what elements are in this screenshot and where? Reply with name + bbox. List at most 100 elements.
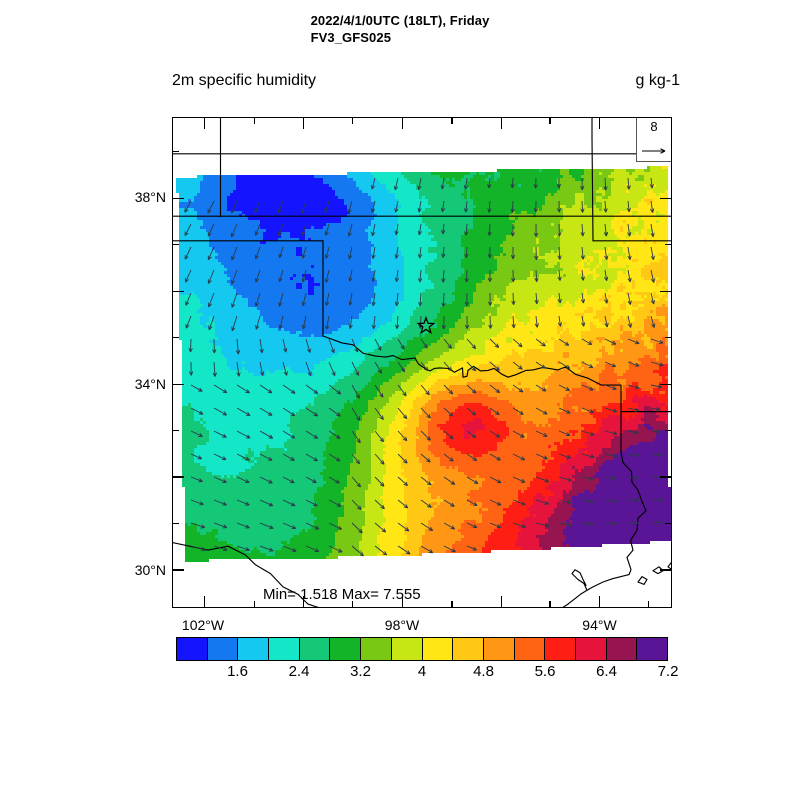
colorbar-tick-label: 6.4 <box>596 663 617 680</box>
map-canvas-area <box>173 118 671 607</box>
wind-vector <box>441 292 446 307</box>
wind-vector <box>348 315 353 329</box>
wind-vector <box>443 384 454 395</box>
wind-vector <box>397 338 405 350</box>
wind-vector <box>420 384 430 396</box>
wind-vector <box>374 545 388 556</box>
wind-vector <box>604 292 609 304</box>
wind-vector <box>351 545 364 557</box>
wind-vector <box>510 247 516 260</box>
wind-vector <box>604 430 618 436</box>
wind-vector <box>512 476 526 483</box>
colorbar-segment <box>483 638 515 660</box>
axis-tick <box>598 118 600 129</box>
wind-vector <box>627 223 632 237</box>
wind-vector <box>558 522 572 527</box>
axis-tick <box>203 118 206 129</box>
wind-vector <box>231 315 238 332</box>
colorbar-segment <box>391 638 423 660</box>
wind-vector <box>466 338 477 350</box>
wind-vector <box>649 177 654 189</box>
wind-vector <box>325 292 330 306</box>
wind-vector <box>397 545 411 555</box>
wind-vector <box>184 200 192 213</box>
wind-vector <box>351 499 362 511</box>
wind-vector <box>213 476 227 483</box>
wind-vector <box>420 522 434 532</box>
wind-vector <box>301 269 307 283</box>
wind-vector <box>231 292 238 308</box>
wind-vector <box>190 476 203 483</box>
colorbar[interactable]: 1.6 2.4 3.2 4 4.8 5.6 6.4 7.2 <box>176 637 678 680</box>
wind-vector <box>371 292 376 307</box>
wind-vector <box>627 361 640 367</box>
wind-vector <box>581 430 595 436</box>
wind-vector <box>305 476 317 484</box>
axis-tick <box>302 596 305 607</box>
wind-vector <box>512 361 523 370</box>
wind-vector <box>650 200 655 213</box>
axis-tick <box>598 596 600 607</box>
wind-vector <box>236 545 250 552</box>
wind-vector <box>466 453 478 462</box>
wind-vector <box>417 246 423 259</box>
y-axis-tick-label: 34°N <box>134 375 166 392</box>
axis-tick <box>648 601 650 607</box>
wind-vector <box>236 522 250 529</box>
wind-vector <box>443 407 454 417</box>
wind-vector <box>374 476 385 487</box>
wind-vector <box>347 223 353 237</box>
wind-vector <box>184 246 192 260</box>
wind-vector <box>397 407 408 420</box>
wind-vector <box>650 429 661 434</box>
wind-vector <box>441 315 446 330</box>
wind-vector <box>394 223 399 236</box>
wind-vector <box>533 200 539 213</box>
wind-vector <box>489 338 500 349</box>
wind-vector <box>441 223 446 235</box>
wind-vector <box>604 246 609 260</box>
star-marker <box>416 315 436 335</box>
wind-vector <box>511 315 516 329</box>
wind-vector <box>208 315 215 331</box>
wind-vector <box>278 292 284 307</box>
wind-vector <box>510 200 515 213</box>
wind-vector <box>557 246 562 260</box>
wind-vector <box>351 453 361 465</box>
wind-vector <box>489 499 502 506</box>
wind-vector <box>213 499 227 506</box>
subtitle-row: 2m specific humidity g kg-1 <box>172 72 680 96</box>
wind-vector-key: 8 <box>636 118 671 162</box>
wind-vector <box>557 315 563 327</box>
wind-vector <box>466 476 479 485</box>
wind-vector <box>512 453 526 461</box>
wind-vector <box>581 338 593 346</box>
wind-vector <box>394 246 399 259</box>
wind-vector <box>190 430 203 437</box>
wind-vector <box>534 269 539 283</box>
wind-vector <box>443 338 452 349</box>
wind-vector <box>420 453 431 463</box>
wind-vector <box>420 361 429 372</box>
wind-vector <box>535 361 546 369</box>
wind-vector <box>603 177 608 191</box>
wind-vector <box>259 476 273 484</box>
wind-vector <box>324 223 330 236</box>
wind-vector <box>259 430 274 439</box>
wind-vector <box>581 521 594 527</box>
colorbar-segment <box>453 638 484 660</box>
wind-vector <box>397 361 406 373</box>
wind-vector <box>581 407 594 414</box>
map-frame[interactable]: 8 Min= 1.518 Max= 7.555 <box>172 117 672 608</box>
wind-vector <box>397 453 408 464</box>
wind-vector <box>489 384 501 394</box>
state-border <box>571 569 588 591</box>
colorbar-tick-labels: 1.6 2.4 3.2 4 4.8 5.6 6.4 7.2 <box>176 663 678 683</box>
state-border <box>637 576 648 585</box>
wind-vector <box>374 338 382 351</box>
wind-vector <box>188 361 194 376</box>
colorbar-segment <box>177 638 208 660</box>
wind-vector <box>371 315 376 330</box>
wind-vector <box>511 292 516 306</box>
wind-vector <box>397 476 409 487</box>
